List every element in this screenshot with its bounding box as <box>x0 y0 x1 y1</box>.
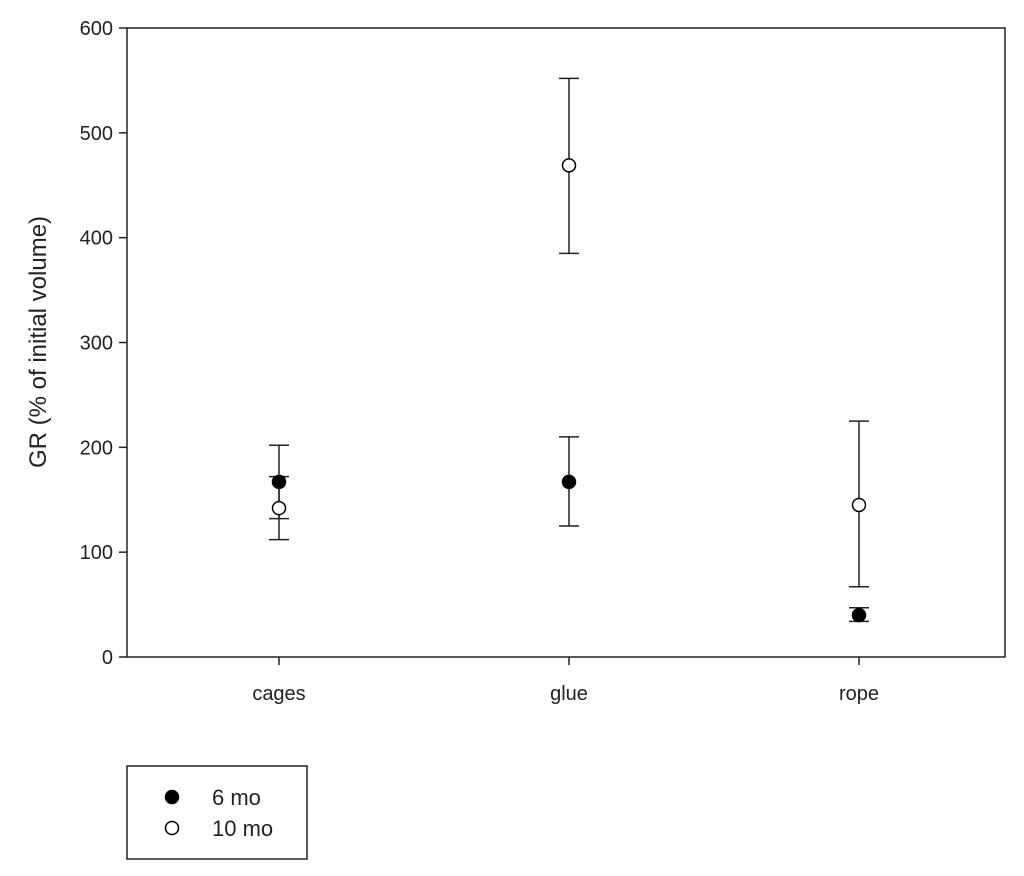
x-tick-label-rope: rope <box>839 683 879 705</box>
point-6mo-rope <box>851 607 867 623</box>
data-points <box>271 158 867 623</box>
legend-marker-10mo <box>164 820 180 836</box>
x-tick-label-cages: cages <box>252 683 305 705</box>
legend-frame <box>126 765 308 860</box>
y-tick-label: 600 <box>80 18 113 40</box>
plot-area-frame <box>126 27 1006 658</box>
legend-label-6mo: 6 mo <box>212 785 261 810</box>
y-tick-label: 400 <box>80 228 113 250</box>
legend-label-10mo: 10 mo <box>212 816 273 841</box>
y-tick-label: 300 <box>80 333 113 355</box>
point-6mo-cages <box>271 474 287 490</box>
x-axis: cages glue rope <box>252 657 879 705</box>
point-10mo-rope <box>851 497 867 513</box>
y-axis: 0 100 200 300 400 500 600 <box>80 18 127 669</box>
point-10mo-glue <box>561 158 577 173</box>
point-6mo-glue <box>561 474 577 490</box>
legend: 6 mo 10 mo <box>126 765 308 860</box>
x-tick-label-glue: glue <box>550 683 588 705</box>
point-10mo-cages <box>271 500 287 516</box>
y-tick-label: 500 <box>80 123 113 145</box>
legend-marker-6mo <box>164 789 180 805</box>
y-axis-title: GR (% of initial volume) <box>25 216 52 468</box>
y-tick-label: 100 <box>80 542 113 564</box>
y-tick-label: 200 <box>80 437 113 459</box>
y-tick-label: 0 <box>102 647 113 669</box>
